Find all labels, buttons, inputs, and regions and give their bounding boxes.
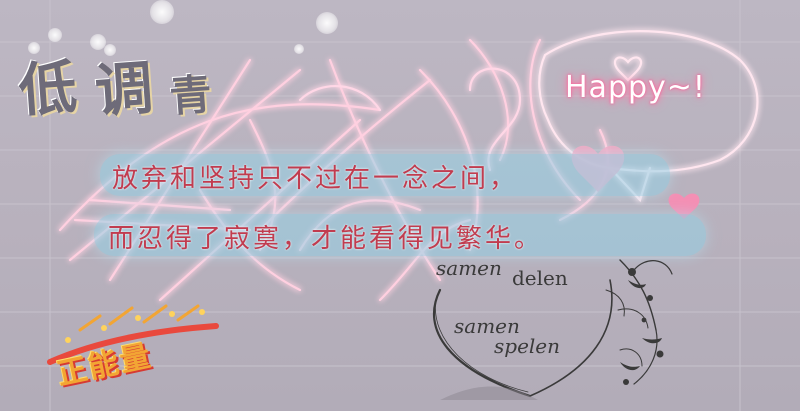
- stamp-title: 低 调 青: [12, 2, 251, 148]
- message-band: [94, 214, 706, 256]
- bokeh-dot: [294, 44, 304, 54]
- message-line-2: 而忍得了寂寞，才能看得见繁华。: [108, 224, 544, 254]
- stamp-char: 青: [167, 69, 214, 122]
- stamp-char: 调: [92, 53, 156, 126]
- phrase-samen-2: samen: [454, 314, 520, 338]
- heart-ornament: [432, 259, 673, 400]
- bokeh-dot: [90, 34, 106, 50]
- happy-bubble-text: Happy~!: [565, 70, 706, 105]
- bokeh-dot: [48, 28, 62, 42]
- phrase-samen-1: samen: [436, 256, 502, 280]
- message-band: [100, 154, 670, 196]
- phrase-spelen: spelen: [494, 334, 561, 358]
- phrase-delen: delen: [512, 266, 568, 290]
- sticker-decoration: [47, 304, 219, 365]
- bokeh-dot: [150, 0, 174, 24]
- message-line-1: 放弃和坚持只不过在一念之间，: [112, 164, 519, 194]
- bokeh-dot: [104, 44, 116, 56]
- stamp-char: 低: [16, 52, 80, 125]
- bokeh-dot: [28, 42, 40, 54]
- bokeh-dot: [316, 12, 338, 34]
